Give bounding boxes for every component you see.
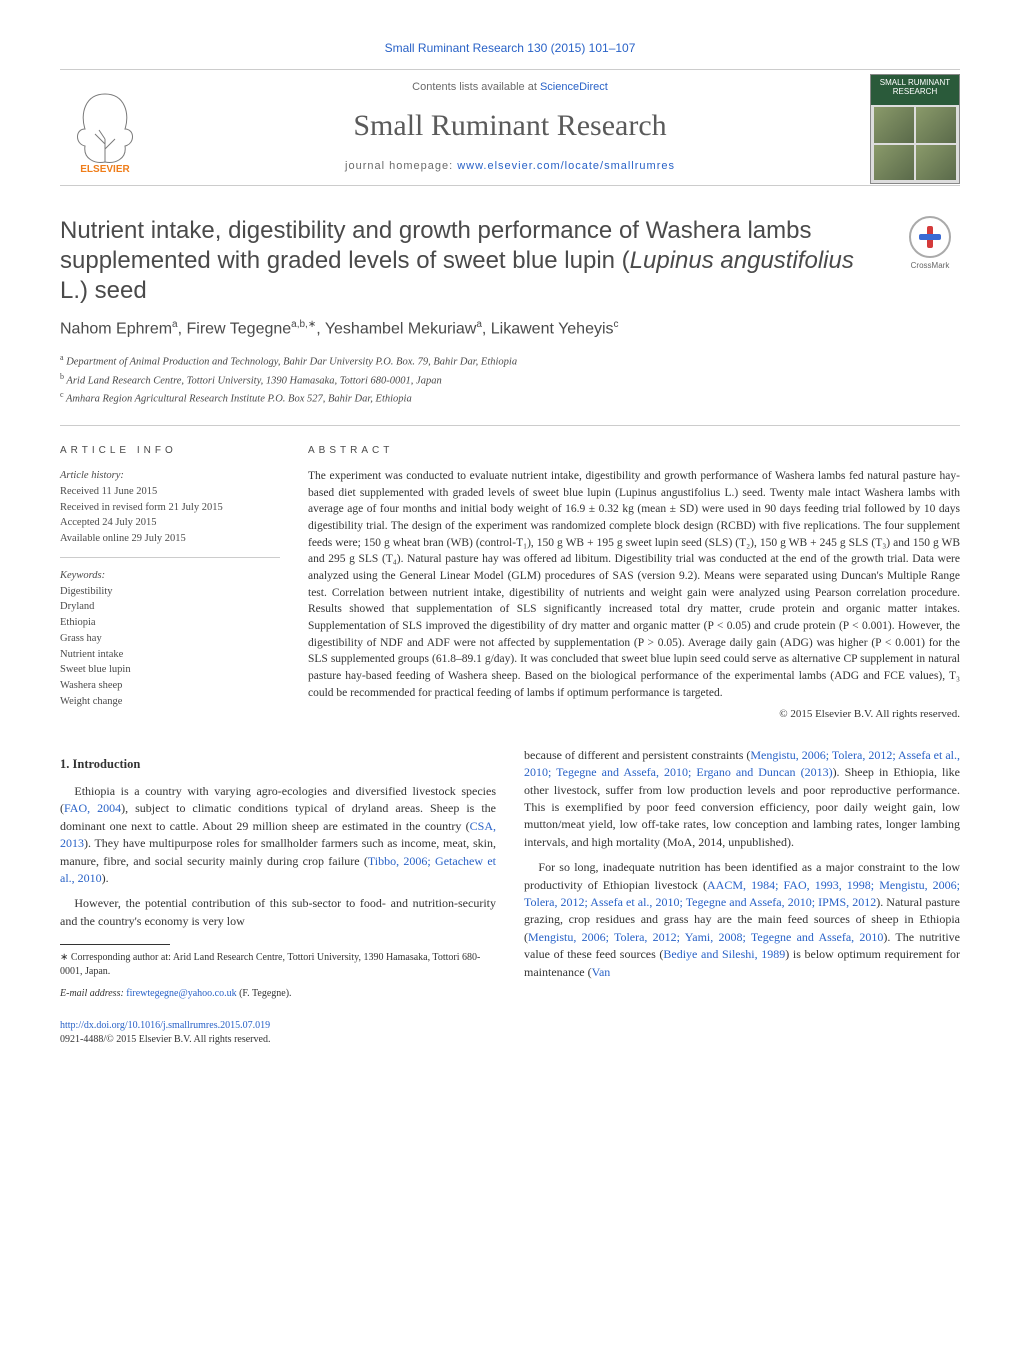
intro-heading: 1. Introduction [60, 755, 496, 773]
abstract-text: The experiment was conducted to evaluate… [308, 468, 960, 701]
contents-line: Contents lists available at ScienceDirec… [150, 80, 870, 95]
homepage-link[interactable]: www.elsevier.com/locate/smallrumres [457, 160, 675, 172]
corresponding-star: ∗ [60, 952, 68, 963]
keyword: Digestibility [60, 584, 280, 600]
journal-cover-thumbnail[interactable]: SMALL RUMINANT RESEARCH [870, 74, 960, 184]
history-label: Article history: [60, 468, 280, 484]
online-date: Available online 29 July 2015 [60, 531, 280, 547]
intro-left-paras: Ethiopia is a country with varying agro-… [60, 783, 496, 930]
revised-date: Received in revised form 21 July 2015 [60, 500, 280, 516]
journal-title: Small Ruminant Research [150, 105, 870, 147]
keyword: Sweet blue lupin [60, 662, 280, 678]
elsevier-tree-icon: ELSEVIER [65, 84, 145, 174]
email-footnote: E-mail address: firewtegegne@yahoo.co.uk… [60, 987, 496, 1001]
journal-homepage: journal homepage: www.elsevier.com/locat… [150, 159, 870, 174]
keywords-block: Keywords: DigestibilityDrylandEthiopiaGr… [60, 568, 280, 710]
journal-ref-link[interactable]: Small Ruminant Research 130 (2015) 101–1… [385, 41, 636, 55]
accepted-date: Accepted 24 July 2015 [60, 515, 280, 531]
cover-cell [874, 107, 914, 143]
affiliation-line: a Department of Animal Production and Te… [60, 352, 960, 370]
cover-title: SMALL RUMINANT RESEARCH [871, 75, 959, 97]
left-column: 1. Introduction Ethiopia is a country wi… [60, 747, 496, 1047]
corresponding-email-link[interactable]: firewtegegne@yahoo.co.uk [126, 988, 236, 999]
keyword: Weight change [60, 694, 280, 710]
keyword: Dryland [60, 599, 280, 615]
corresponding-footnote: ∗ Corresponding author at: Arid Land Res… [60, 951, 496, 979]
title-italic: Lupinus angustifolius [630, 247, 854, 274]
article-title: Nutrient intake, digestibility and growt… [60, 216, 900, 306]
keyword: Grass hay [60, 631, 280, 647]
cover-cell [916, 107, 956, 143]
cover-cell [916, 145, 956, 181]
homepage-prefix: journal homepage: [345, 160, 457, 172]
keywords-label: Keywords: [60, 568, 280, 584]
issn-copyright: 0921-4488/© 2015 Elsevier B.V. All right… [60, 1034, 270, 1045]
journal-header: ELSEVIER Contents lists available at Sci… [60, 69, 960, 186]
affiliations: a Department of Animal Production and Te… [60, 352, 960, 407]
email-after: (F. Tegegne). [237, 988, 292, 999]
crossmark-badge[interactable]: CrossMark [900, 216, 960, 276]
cover-cell [874, 145, 914, 181]
abstract-copyright: © 2015 Elsevier B.V. All rights reserved… [308, 707, 960, 722]
keyword: Ethiopia [60, 615, 280, 631]
authors-line: Nahom Ephrema, Firew Tegegnea,b,∗, Yesha… [60, 318, 960, 341]
elsevier-logo[interactable]: ELSEVIER [60, 79, 150, 179]
sciencedirect-link[interactable]: ScienceDirect [540, 81, 608, 93]
journal-reference: Small Ruminant Research 130 (2015) 101–1… [60, 40, 960, 57]
keyword: Washera sheep [60, 678, 280, 694]
footnote-rule [60, 944, 170, 945]
right-column: because of different and persistent cons… [524, 747, 960, 1047]
body-two-columns: 1. Introduction Ethiopia is a country wi… [60, 747, 960, 1047]
intro-paragraph: Ethiopia is a country with varying agro-… [60, 783, 496, 887]
intro-paragraph: because of different and persistent cons… [524, 747, 960, 851]
affiliation-line: c Amhara Region Agricultural Research In… [60, 389, 960, 407]
svg-text:ELSEVIER: ELSEVIER [80, 164, 130, 174]
article-info-heading: article info [60, 444, 280, 458]
doi-block: http://dx.doi.org/10.1016/j.smallrumres.… [60, 1019, 496, 1047]
email-label: E-mail address: [60, 988, 124, 999]
article-info-column: article info Article history: Received 1… [60, 444, 280, 723]
corresponding-text: Corresponding author at: Arid Land Resea… [60, 952, 480, 977]
title-row: Nutrient intake, digestibility and growt… [60, 216, 960, 306]
intro-paragraph: For so long, inadequate nutrition has be… [524, 859, 960, 981]
intro-right-paras: because of different and persistent cons… [524, 747, 960, 981]
title-part2: L.) seed [60, 277, 147, 304]
keyword: Nutrient intake [60, 647, 280, 663]
crossmark-label: CrossMark [911, 260, 950, 271]
cover-image-grid [874, 107, 956, 180]
info-abstract-row: article info Article history: Received 1… [60, 425, 960, 723]
contents-prefix: Contents lists available at [412, 81, 540, 93]
received-date: Received 11 June 2015 [60, 484, 280, 500]
abstract-heading: abstract [308, 444, 960, 458]
affiliation-line: b Arid Land Research Centre, Tottori Uni… [60, 371, 960, 389]
crossmark-icon [909, 216, 951, 258]
header-center: Contents lists available at ScienceDirec… [150, 74, 870, 185]
doi-link[interactable]: http://dx.doi.org/10.1016/j.smallrumres.… [60, 1020, 270, 1031]
keywords-list: DigestibilityDrylandEthiopiaGrass hayNut… [60, 584, 280, 710]
intro-paragraph: However, the potential contribution of t… [60, 895, 496, 930]
abstract-column: abstract The experiment was conducted to… [308, 444, 960, 723]
article-history-block: Article history: Received 11 June 2015 R… [60, 468, 280, 558]
